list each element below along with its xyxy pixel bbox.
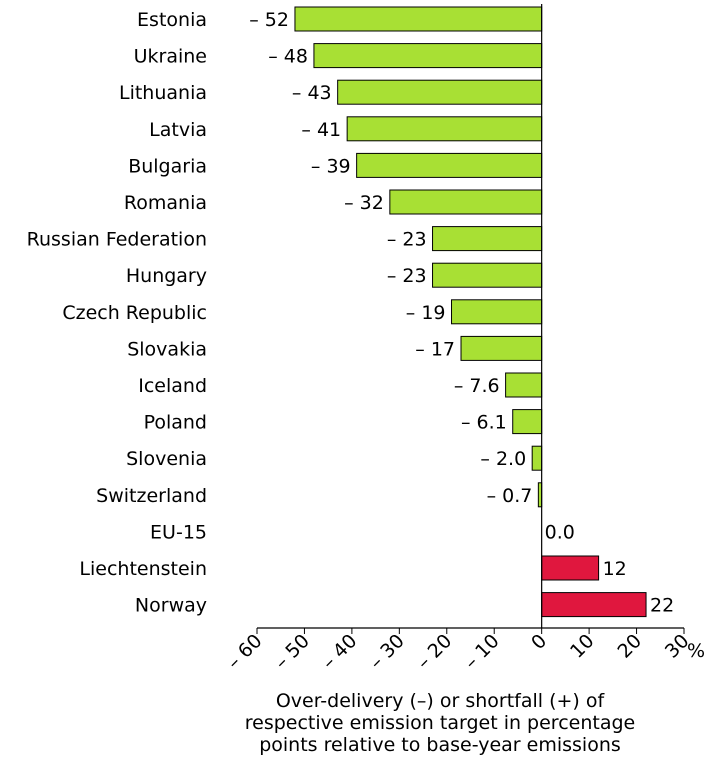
- x-tick-label: – 60: [223, 630, 267, 674]
- value-label: – 23: [387, 265, 427, 287]
- x-axis-title: Over-delivery (–) or shortfall (+) of re…: [244, 690, 636, 756]
- category-label: Switzerland: [96, 485, 207, 507]
- bar-slovakia: [460, 335, 543, 361]
- value-label: – 52: [249, 9, 289, 31]
- bar-hungary: [432, 262, 543, 288]
- bars-group: [294, 6, 647, 618]
- value-label: – 41: [301, 119, 341, 141]
- x-tick-label: – 10: [460, 630, 504, 674]
- category-label: Liechtenstein: [79, 558, 207, 580]
- x-tick-label: 20: [613, 630, 646, 663]
- bar-iceland: [505, 372, 543, 398]
- category-label: Czech Republic: [62, 302, 207, 324]
- value-label: – 43: [292, 82, 332, 104]
- value-label: 0.0: [545, 521, 575, 543]
- category-label: Lithuania: [119, 82, 207, 104]
- bar-latvia: [346, 116, 543, 142]
- value-label: 22: [650, 595, 674, 617]
- category-label: Ukraine: [134, 46, 207, 68]
- x-tick-label: – 50: [270, 630, 314, 674]
- bar-czech-republic: [451, 299, 543, 325]
- bar-norway: [541, 592, 647, 618]
- value-label: – 2.0: [480, 448, 526, 470]
- value-label: – 39: [311, 155, 351, 177]
- bar-bulgaria: [356, 152, 543, 178]
- category-label: Estonia: [137, 9, 207, 31]
- x-tick-label: 10: [566, 630, 599, 663]
- value-label: – 48: [268, 46, 308, 68]
- value-label: – 23: [387, 229, 427, 251]
- category-label: Bulgaria: [128, 155, 207, 177]
- bar-estonia: [294, 6, 543, 32]
- x-tick-label: 0: [527, 630, 551, 654]
- category-label: Slovenia: [126, 448, 207, 470]
- category-label: Hungary: [126, 265, 207, 287]
- bar-romania: [389, 189, 543, 215]
- x-tick-label: – 40: [318, 630, 362, 674]
- value-label: 12: [603, 558, 627, 580]
- value-label: – 7.6: [454, 375, 500, 397]
- category-label: Poland: [144, 412, 207, 434]
- category-label: Russian Federation: [27, 229, 207, 251]
- unit-label: %: [687, 640, 705, 662]
- category-label: Iceland: [138, 375, 207, 397]
- bar-ukraine: [313, 43, 543, 69]
- bar-russian-federation: [432, 226, 543, 252]
- category-label: Romania: [124, 192, 207, 214]
- bar-liechtenstein: [541, 555, 600, 581]
- bar-slovenia: [531, 445, 543, 471]
- category-label: Slovakia: [127, 338, 207, 360]
- value-label: – 17: [415, 338, 455, 360]
- value-label: – 0.7: [487, 485, 533, 507]
- category-labels-group: Estonia Ukraine Lithuania Latvia Bulgaria Rom…: [27, 9, 207, 617]
- bar-lithuania: [337, 79, 543, 105]
- x-axis: – 60– 50– 40– 30– 20– 10 0 10 20 30: [223, 4, 694, 674]
- value-label: – 19: [406, 302, 446, 324]
- value-labels-group: – 52– 48– 43– 41– 39– 32– 23– 23– 19– 17…: [249, 9, 674, 617]
- value-label: – 32: [344, 192, 384, 214]
- value-label: – 6.1: [461, 412, 507, 434]
- bar-poland: [512, 409, 543, 435]
- category-label: Latvia: [149, 119, 207, 141]
- category-label: Norway: [135, 595, 207, 617]
- x-tick-label: – 30: [365, 630, 409, 674]
- x-tick-label: – 20: [413, 630, 457, 674]
- category-label: EU-15: [150, 521, 207, 543]
